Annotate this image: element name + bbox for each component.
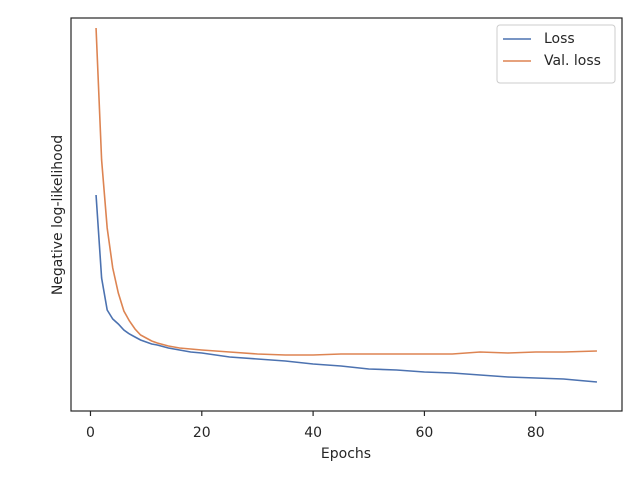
plot-frame xyxy=(70,17,623,412)
x-tick-label: 40 xyxy=(304,425,322,441)
x-tick-label: 80 xyxy=(527,425,545,441)
legend-label: Val. loss xyxy=(544,53,601,69)
series-line xyxy=(95,27,597,356)
x-axis-label: Epochs xyxy=(321,446,371,462)
legend-label: Loss xyxy=(544,31,575,47)
x-tick-label: 0 xyxy=(86,425,95,441)
y-axis-label: Negative log-likelihood xyxy=(50,135,66,295)
x-tick-label: 60 xyxy=(416,425,434,441)
x-tick-label: 20 xyxy=(193,425,211,441)
series-line xyxy=(95,194,598,383)
